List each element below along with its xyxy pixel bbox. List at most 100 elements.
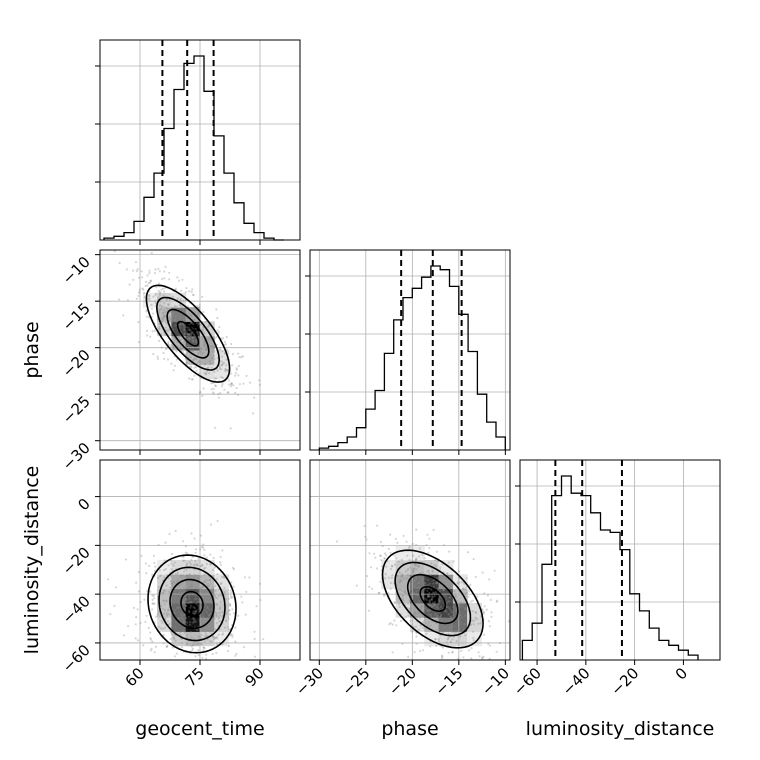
density-phase-vs-luminosity-distance-point-497	[436, 588, 439, 591]
density-phase-vs-luminosity-distance-point-3	[414, 564, 417, 567]
density-phase-vs-luminosity-distance-point-447	[381, 545, 384, 548]
density-phase-vs-luminosity-distance-point-496	[406, 569, 409, 572]
density-geocent-time-vs-phase-point-498	[205, 348, 208, 351]
density-geocent-time-vs-phase-point-26	[234, 374, 237, 377]
density-phase-vs-luminosity-distance-point-564	[405, 577, 408, 580]
density-geocent-time-vs-luminosity-distance-point-622	[123, 634, 126, 637]
density-geocent-time-vs-luminosity-distance-point-344	[234, 640, 237, 643]
density-phase-vs-luminosity-distance-point-33	[434, 600, 437, 604]
density-geocent-time-vs-luminosity-distance-point-191	[262, 638, 265, 641]
density-phase-vs-luminosity-distance-point-75	[406, 573, 409, 576]
density-geocent-time-vs-luminosity-distance-point-403	[193, 576, 196, 579]
density-geocent-time-vs-phase-point-641	[128, 283, 131, 286]
density-geocent-time-vs-luminosity-distance-point-282	[214, 594, 217, 597]
density-geocent-time-vs-phase-point-659	[213, 346, 216, 349]
density-geocent-time-vs-luminosity-distance-point-36	[204, 580, 207, 583]
density-geocent-time-vs-phase-point-130	[188, 328, 191, 331]
density-phase-vs-luminosity-distance-point-568	[458, 605, 461, 608]
density-geocent-time-vs-luminosity-distance-point-102	[195, 602, 198, 605]
density-phase-vs-luminosity-distance-point-560	[419, 624, 422, 627]
density-geocent-time-vs-phase-point-467	[172, 369, 175, 372]
density-phase-vs-luminosity-distance-point-595	[384, 572, 387, 576]
density-phase-vs-luminosity-distance-point-270	[415, 564, 418, 567]
density-geocent-time-vs-luminosity-distance-point-412	[182, 559, 185, 562]
density-phase-vs-luminosity-distance-point-211	[427, 609, 430, 612]
density-geocent-time-vs-phase-point-689	[186, 326, 189, 329]
y-tick-label-luminosity-distance-1: −40	[59, 592, 94, 627]
density-geocent-time-vs-luminosity-distance-point-188	[124, 558, 128, 561]
density-geocent-time-vs-luminosity-distance-point-511	[174, 529, 177, 533]
density-geocent-time-vs-luminosity-distance-point-388	[173, 601, 176, 605]
density-geocent-time-vs-luminosity-distance-point-593	[183, 601, 186, 604]
density-geocent-time-vs-luminosity-distance-point-558	[170, 585, 173, 588]
density-geocent-time-vs-phase-point-604	[196, 331, 199, 334]
density-phase-vs-luminosity-distance-point-6	[428, 582, 431, 585]
density-geocent-time-vs-phase-point-534	[146, 284, 149, 287]
y-tick-label-phase-2: −20	[59, 346, 94, 381]
density-phase-vs-luminosity-distance-point-272	[426, 533, 429, 536]
density-geocent-time-vs-phase-point-622	[215, 336, 218, 339]
density-geocent-time-vs-luminosity-distance-point-189	[215, 615, 218, 618]
density-geocent-time-vs-phase-point-591	[226, 391, 229, 394]
density-phase-vs-luminosity-distance-point-658	[424, 597, 427, 600]
density-geocent-time-vs-luminosity-distance-point-583	[144, 562, 147, 565]
density-phase-vs-luminosity-distance-point-532	[433, 591, 436, 594]
density-geocent-time-vs-phase-point-282	[188, 344, 191, 347]
density-phase-vs-luminosity-distance-point-131	[440, 620, 443, 623]
density-phase-vs-luminosity-distance-point-518	[431, 606, 434, 609]
density-geocent-time-vs-phase-point-501	[230, 382, 233, 385]
density-phase-vs-luminosity-distance-point-577	[404, 570, 407, 573]
density-phase-vs-luminosity-distance-point-630	[463, 583, 466, 586]
density-phase-vs-luminosity-distance-point-32	[437, 638, 440, 641]
density-geocent-time-vs-luminosity-distance-point-274	[151, 594, 154, 597]
density-geocent-time-vs-luminosity-distance-point-371	[173, 611, 177, 614]
density-phase-vs-luminosity-distance-point-510	[417, 612, 421, 615]
density-geocent-time-vs-phase-point-308	[213, 370, 216, 373]
density-geocent-time-vs-phase-point-557	[165, 347, 168, 350]
density-phase-vs-luminosity-distance-point-476	[413, 591, 416, 595]
density-geocent-time-vs-phase-point-686	[175, 358, 178, 361]
density-geocent-time-vs-phase-point-337	[125, 268, 128, 271]
density-geocent-time-vs-phase-point-492	[231, 353, 234, 356]
density-geocent-time-vs-luminosity-distance-point-286	[172, 580, 175, 583]
density-geocent-time-vs-phase-point-225	[183, 318, 186, 321]
density-geocent-time-vs-phase-point-215	[203, 362, 206, 365]
density-geocent-time-vs-luminosity-distance-cell-89	[185, 574, 201, 590]
density-phase-vs-luminosity-distance-point-620	[449, 595, 452, 599]
density-geocent-time-vs-phase-point-404	[143, 291, 146, 295]
density-geocent-time-vs-phase-point-195	[196, 305, 199, 308]
density-phase-vs-luminosity-distance-point-446	[471, 599, 474, 602]
density-geocent-time-vs-luminosity-distance-point-586	[232, 612, 235, 615]
density-geocent-time-vs-luminosity-distance-point-304	[135, 616, 138, 619]
density-geocent-time-vs-phase-point-502	[188, 329, 191, 332]
panel-frame-2-2	[519, 459, 721, 661]
density-phase-vs-luminosity-distance-point-348	[486, 594, 489, 597]
density-geocent-time-vs-luminosity-distance-point-38	[198, 590, 202, 593]
density-geocent-time-vs-phase-point-48	[212, 350, 216, 353]
density-geocent-time-vs-phase-point-598	[150, 303, 153, 306]
density-geocent-time-vs-luminosity-distance-point-578	[208, 578, 211, 581]
density-geocent-time-vs-luminosity-distance-point-271	[215, 635, 218, 639]
density-phase-vs-luminosity-distance-point-477	[398, 581, 401, 584]
density-geocent-time-vs-luminosity-distance-point-444	[209, 563, 212, 566]
density-phase-vs-luminosity-distance-point-502	[437, 640, 440, 643]
density-geocent-time-vs-phase-point-219	[215, 308, 218, 311]
density-geocent-time-vs-luminosity-distance-point-376	[153, 561, 156, 565]
density-geocent-time-vs-luminosity-distance-point-625	[153, 602, 156, 605]
density-geocent-time-vs-phase-point-268	[203, 342, 206, 345]
density-phase-vs-luminosity-distance-point-30	[450, 610, 453, 613]
density-geocent-time-vs-phase-point-340	[237, 393, 240, 396]
density-geocent-time-vs-phase-point-292	[210, 356, 213, 359]
density-geocent-time-vs-luminosity-distance-point-12	[149, 638, 153, 641]
density-geocent-time-vs-phase-point-325	[174, 319, 177, 322]
density-phase-vs-luminosity-distance-point-252	[429, 613, 432, 616]
density-geocent-time-vs-luminosity-distance-point-588	[164, 617, 167, 620]
density-geocent-time-vs-phase-point-312	[198, 359, 201, 362]
density-geocent-time-vs-luminosity-distance-point-105	[206, 638, 209, 641]
density-geocent-time-vs-luminosity-distance-point-82	[164, 568, 167, 571]
density-geocent-time-vs-luminosity-distance-point-134	[207, 629, 210, 632]
density-geocent-time-vs-phase-point-67	[149, 335, 152, 338]
density-geocent-time-vs-luminosity-distance-point-569	[166, 573, 169, 576]
density-geocent-time-vs-phase-point-511	[202, 310, 205, 314]
density-phase-vs-luminosity-distance-point-469	[365, 575, 368, 578]
